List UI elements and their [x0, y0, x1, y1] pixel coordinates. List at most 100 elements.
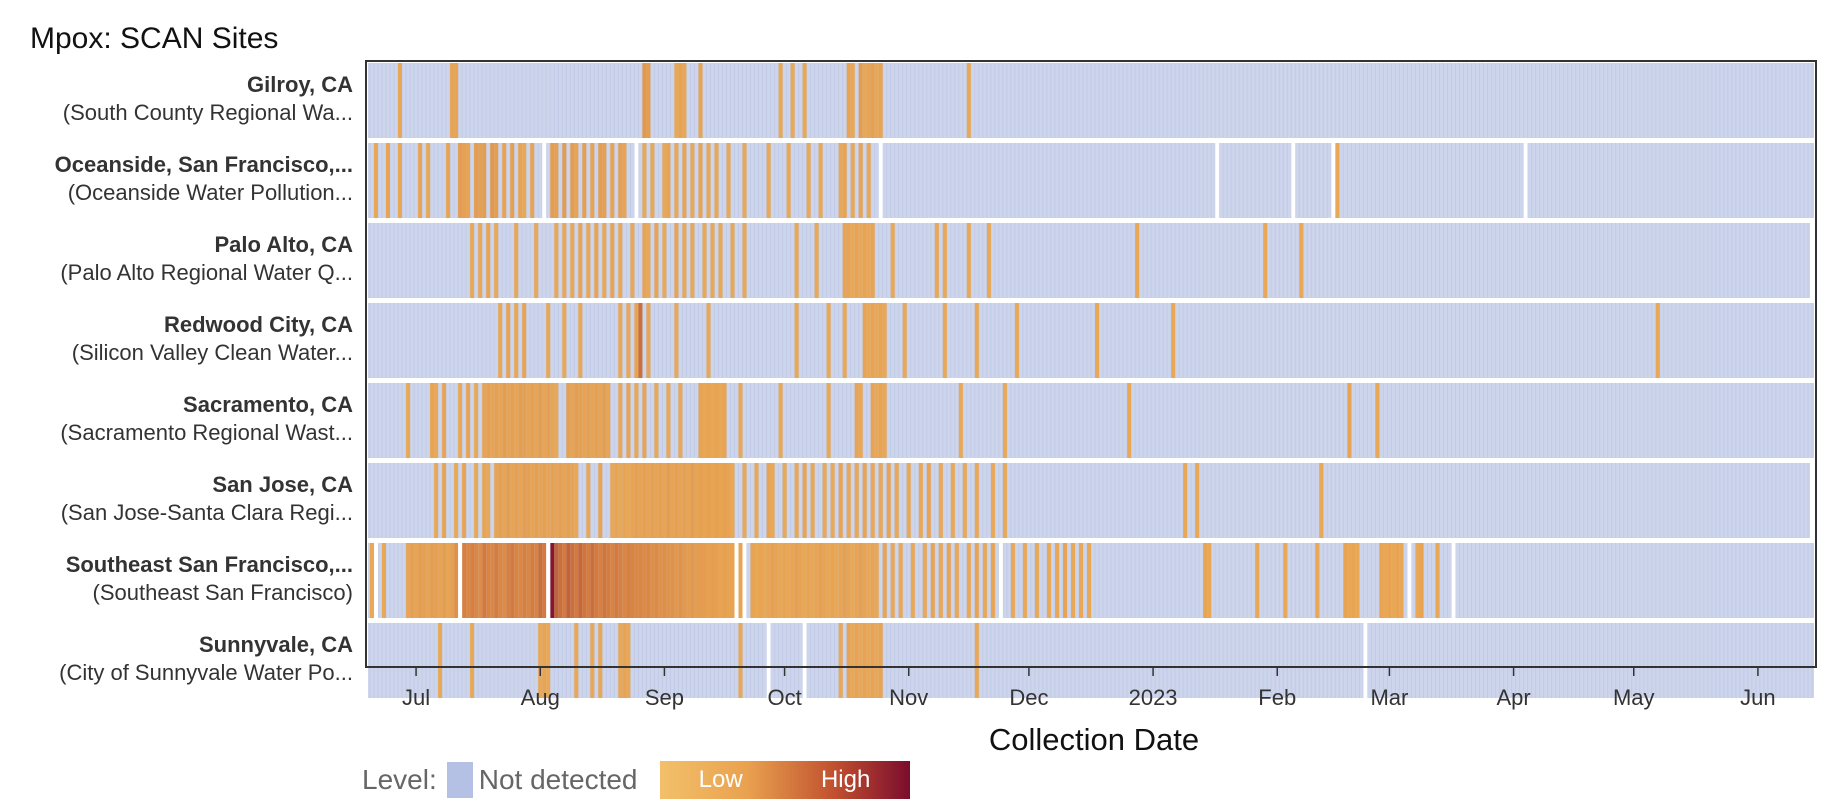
detection-cell: [1046, 543, 1051, 618]
detection-cell: [546, 303, 551, 378]
detection-cell: [642, 383, 647, 458]
detection-cell: [718, 463, 723, 538]
detection-cell: [494, 383, 499, 458]
detection-cell: [638, 303, 643, 378]
detection-cell: [882, 383, 887, 458]
detection-cell: [926, 463, 931, 538]
plot-frame: [365, 60, 1817, 668]
detection-cell: [694, 463, 699, 538]
detection-cell: [982, 543, 987, 618]
detection-cell: [426, 143, 431, 218]
detection-cell: [382, 543, 386, 618]
detection-cell: [826, 543, 831, 618]
detection-cell: [430, 543, 435, 618]
site-row: [368, 223, 1810, 298]
detection-cell: [990, 543, 995, 618]
detection-cell: [1379, 543, 1384, 618]
detection-cell: [950, 463, 955, 538]
detection-cell: [794, 223, 799, 298]
detection-cell: [630, 463, 635, 538]
detection-cell: [478, 143, 483, 218]
detection-cell: [830, 543, 835, 618]
detection-cell: [610, 463, 615, 538]
detection-cell: [630, 543, 635, 618]
detection-cell: [498, 383, 503, 458]
detection-cell: [842, 223, 847, 298]
detection-cell: [718, 543, 723, 618]
chart-title: Mpox: SCAN Sites: [30, 22, 279, 55]
detection-cell: [526, 383, 531, 458]
detection-cell: [598, 543, 603, 618]
detection-cell: [990, 463, 995, 538]
detection-cell: [682, 543, 687, 618]
detection-cell: [442, 463, 447, 538]
detection-cell: [546, 623, 551, 698]
x-tick-label: Oct: [767, 685, 801, 710]
detection-cell: [506, 543, 511, 618]
detection-cell: [858, 623, 863, 698]
detection-cell: [658, 463, 663, 538]
detection-cell: [578, 223, 583, 298]
detection-cell: [522, 143, 527, 218]
missing-sample-gap: [542, 143, 547, 218]
missing-sample-gap: [1523, 143, 1528, 218]
sample-ticks: [369, 303, 1813, 378]
detection-cell: [938, 543, 943, 618]
detection-cell: [1335, 143, 1340, 218]
detection-cell: [634, 383, 639, 458]
detection-cell: [966, 63, 971, 138]
detection-cell: [598, 143, 603, 218]
site-name-label: Southeast San Francisco,...: [66, 552, 353, 577]
detection-cell: [826, 303, 831, 378]
detection-cell: [578, 543, 583, 618]
detection-cell: [714, 383, 719, 458]
detection-cell: [858, 543, 863, 618]
detection-cell: [586, 383, 591, 458]
missing-sample-gap: [998, 543, 1003, 618]
detection-cell: [570, 463, 575, 538]
detection-cell: [574, 143, 579, 218]
detection-cell: [686, 463, 691, 538]
legend-not-detected-label: Not detected: [478, 764, 638, 795]
detection-cell: [662, 223, 667, 298]
detection-cell: [502, 463, 507, 538]
sample-ticks: [369, 623, 1813, 698]
detection-cell: [558, 543, 563, 618]
detection-cell: [718, 223, 723, 298]
detection-cell: [590, 623, 595, 698]
detection-cell: [374, 143, 378, 218]
detection-cell: [1079, 543, 1083, 618]
detection-cell: [802, 63, 807, 138]
detection-cell: [654, 383, 659, 458]
detection-cell: [850, 543, 855, 618]
site-plant-label: (South County Regional Wa...: [63, 100, 353, 125]
detection-cell: [1087, 543, 1091, 618]
detection-cell: [1283, 543, 1288, 618]
detection-cell: [658, 543, 663, 618]
site-plant-label: (Sacramento Regional Wast...: [60, 420, 353, 445]
detection-cell: [946, 543, 951, 618]
detection-cell: [602, 223, 607, 298]
detection-cell: [454, 543, 459, 618]
missing-sample-gap: [1291, 143, 1296, 218]
legend-not-detected-swatch: [446, 762, 473, 798]
sample-ticks: [369, 63, 1813, 138]
detection-cell: [666, 463, 671, 538]
heatmap-chart: Gilroy, CA (South County Regional Wa... Oc…: [55, 60, 1817, 757]
detection-cell: [1002, 463, 1007, 538]
site-name-label: Redwood City, CA: [164, 312, 353, 337]
legend-title: Level:: [362, 764, 437, 795]
detection-cell: [666, 543, 671, 618]
detection-cell: [566, 383, 571, 458]
detection-cell: [846, 623, 851, 698]
detection-cell: [878, 63, 883, 138]
detection-cell: [474, 463, 479, 538]
detection-cell: [634, 303, 639, 378]
detection-cell: [1071, 543, 1075, 618]
detection-cell: [1014, 303, 1019, 378]
site-row: [368, 383, 1814, 458]
detection-cell: [654, 463, 659, 538]
detection-cell: [874, 63, 879, 138]
detection-cell: [494, 463, 499, 538]
detection-cell: [910, 543, 915, 618]
